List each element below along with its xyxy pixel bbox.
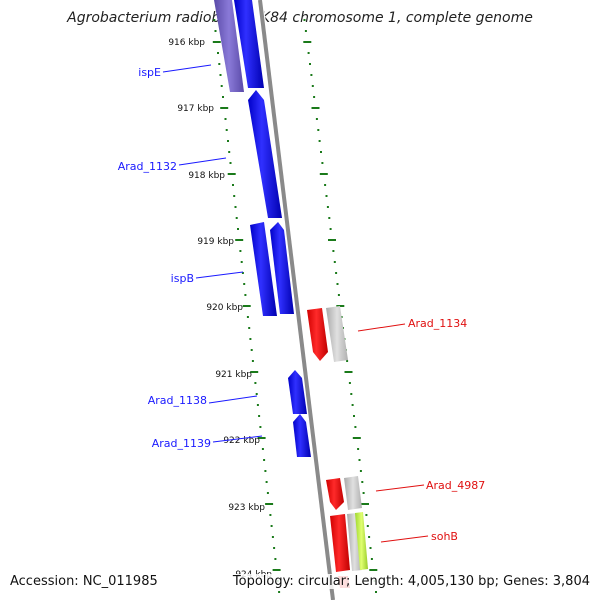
tick-label-917: 917 kbp [177, 104, 214, 114]
gene-label-Arad_1134[interactable]: Arad_1134 [408, 317, 467, 330]
gene-label-Arad_1139[interactable]: Arad_1139 [152, 437, 211, 450]
leader-Arad_1134 [357, 323, 406, 332]
gene-Arad_4987[interactable] [326, 478, 344, 510]
gene-Arad_1132[interactable] [248, 90, 282, 218]
gene-label-ispE[interactable]: ispE [138, 66, 161, 79]
tick-marks-left [212, 19, 281, 593]
leader-Arad_4987 [375, 484, 425, 492]
tick-label-923: 923 kbp [228, 503, 265, 513]
gene-ispB-1[interactable] [250, 222, 277, 316]
gene-Arad_1134-grey[interactable] [326, 306, 348, 362]
gene-Arad_1139[interactable] [293, 414, 311, 457]
gene-label-Arad_1132[interactable]: Arad_1132 [118, 160, 177, 173]
leader-Arad_1139 [212, 435, 263, 443]
gene-ispE-arrow[interactable] [214, 0, 244, 92]
leader-sohB [380, 535, 429, 543]
accession-text: Accession: NC_011985 [10, 574, 158, 589]
gene-Arad_1134[interactable] [307, 308, 328, 361]
gene-Arad_4987-grey[interactable] [344, 476, 362, 510]
tick-label-918: 918 kbp [188, 171, 225, 181]
tick-label-916: 916 kbp [168, 38, 205, 48]
gene-ispE-cds[interactable] [234, 0, 264, 88]
tick-label-919: 919 kbp [197, 237, 234, 247]
gene-label-Arad_1138[interactable]: Arad_1138 [148, 394, 207, 407]
tick-label-922: 922 kbp [223, 436, 260, 446]
map-title: Agrobacterium radiobacter K84 chromosome… [67, 10, 533, 26]
gene-sohB-lime[interactable] [355, 512, 368, 570]
leader-ispE [162, 64, 212, 73]
gene-label-ispB[interactable]: ispB [171, 272, 194, 285]
genome-backbone [258, 0, 335, 600]
topology-summary: Topology: circular; Length: 4,005,130 bp… [232, 574, 590, 589]
gene-label-sohB[interactable]: sohB [431, 530, 458, 543]
gene-Arad_1138[interactable] [288, 370, 307, 414]
gene-ispB-2[interactable] [270, 222, 294, 314]
leader-Arad_1132 [178, 157, 227, 166]
tick-label-920: 920 kbp [206, 303, 243, 313]
gene-sohB[interactable] [330, 514, 350, 572]
leader-Arad_1138 [208, 395, 258, 404]
gene-label-Arad_4987[interactable]: Arad_4987 [426, 479, 485, 492]
tick-label-921: 921 kbp [215, 370, 252, 380]
leader-ispB [195, 271, 244, 279]
